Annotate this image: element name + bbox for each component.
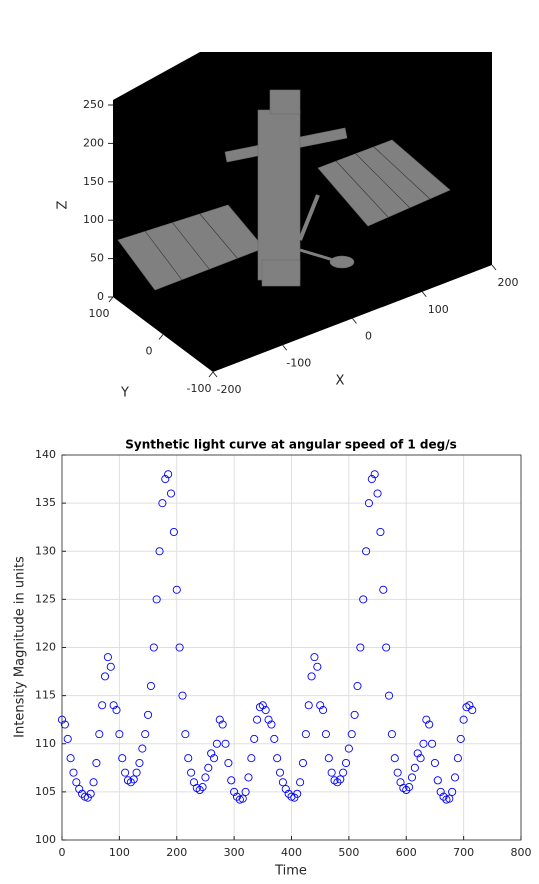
x-tick-label: 500 — [338, 846, 359, 859]
x-tick-label: 0 — [59, 846, 66, 859]
y-tick-label: -100 — [187, 382, 212, 395]
z-axis-label-3d: Z — [56, 200, 71, 209]
y-tick-label: 135 — [35, 496, 56, 509]
chart-title: Synthetic light curve at angular speed o… — [125, 438, 456, 452]
y-tick-label: 110 — [35, 737, 56, 750]
x-tick-label: 200 — [498, 276, 519, 289]
x-tick-label: -100 — [286, 356, 311, 369]
y-tick-label: 100 — [35, 833, 56, 846]
x-tick-label: 0 — [365, 330, 372, 343]
page: Synthetic light curve at angular speed o… — [0, 0, 539, 884]
x-axis-label-3d: X — [336, 374, 345, 389]
z-tick-label: 150 — [83, 175, 104, 188]
y-tick-label: 0 — [146, 345, 153, 358]
x-axis-label: Time — [274, 864, 307, 879]
z-tick-label: 0 — [97, 290, 104, 303]
y-tick-label: 125 — [35, 592, 56, 605]
top-module — [270, 90, 300, 114]
x-tick-label: 100 — [109, 846, 130, 859]
y-tick-label: 100 — [89, 307, 110, 320]
dish — [330, 256, 354, 268]
x-tick-label: 600 — [396, 846, 417, 859]
x-tick-label: 400 — [281, 846, 302, 859]
main-body — [258, 110, 300, 280]
base-module — [262, 260, 300, 286]
x-tick-label: -200 — [217, 383, 242, 396]
z-tick-label: 50 — [90, 252, 104, 265]
y-tick-label: 130 — [35, 544, 56, 557]
x-tick-label: 700 — [453, 846, 474, 859]
y-tick-label: 105 — [35, 785, 56, 798]
x-tick-label: 300 — [224, 846, 245, 859]
x-tick-label: 100 — [428, 303, 449, 316]
y-axis-label-3d: Y — [120, 386, 129, 401]
x-tick-label: 200 — [166, 846, 187, 859]
y-axis-label: Intensity Magnitude in units — [13, 556, 28, 738]
z-tick-label: 100 — [83, 213, 104, 226]
y-tick-label: 140 — [35, 448, 56, 461]
z-tick-label: 200 — [83, 136, 104, 149]
figure: Synthetic light curve at angular speed o… — [0, 0, 539, 884]
y-tick-label: 115 — [35, 689, 56, 702]
y-tick-label: 120 — [35, 641, 56, 654]
z-tick-label: 250 — [83, 98, 104, 111]
x-tick-label: 800 — [511, 846, 532, 859]
